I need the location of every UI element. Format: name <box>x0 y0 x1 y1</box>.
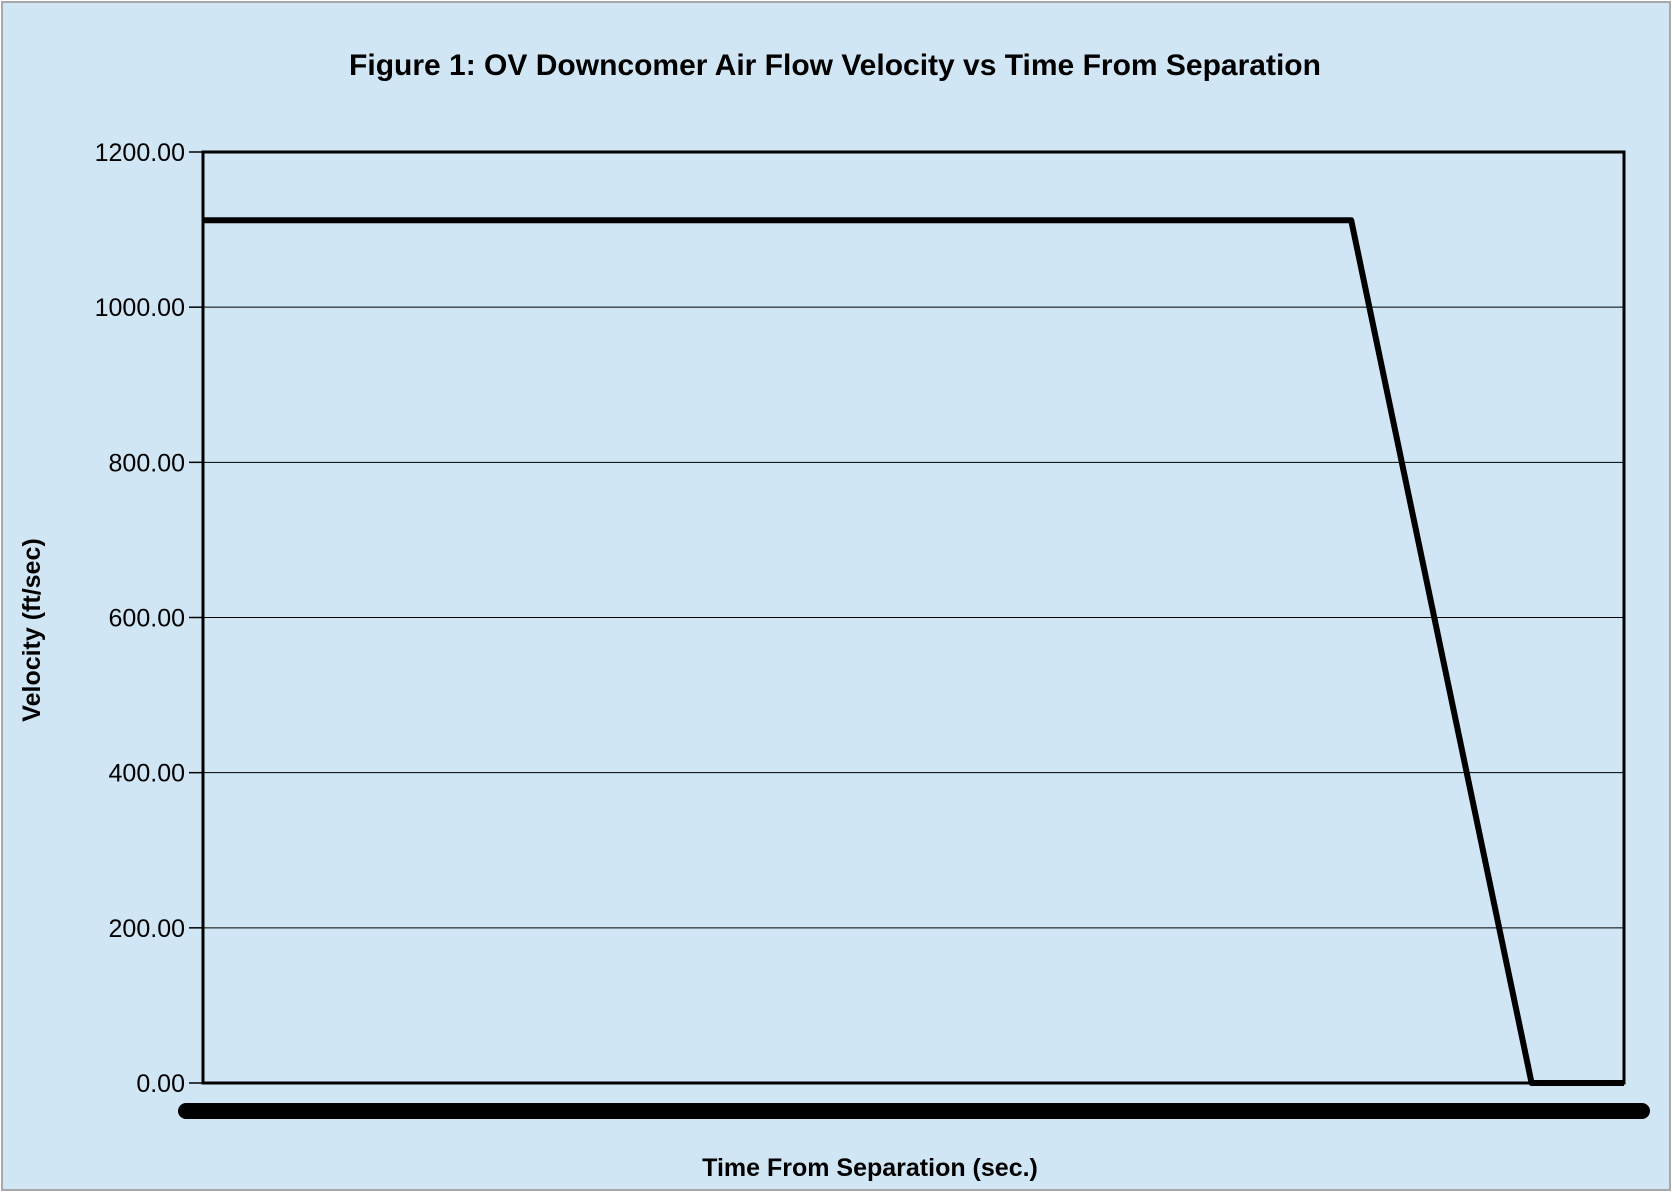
y-tick-label: 0.00 <box>136 1070 185 1098</box>
y-tick-label: 800.00 <box>109 449 185 477</box>
chart-title: Figure 1: OV Downcomer Air Flow Velocity… <box>349 49 1321 82</box>
gridlines <box>203 306 1624 929</box>
y-axis-ticks: 0.00 200.00 400.00 600.00 800.00 1000.00 1200.… <box>95 139 203 1098</box>
plot-area-frame <box>201 150 1626 1085</box>
y-tick-label: 400.00 <box>109 760 185 788</box>
y-tick-label: 600.00 <box>109 605 185 633</box>
y-tick-label: 1200.00 <box>95 139 185 167</box>
y-tick-label: 1000.00 <box>95 294 185 322</box>
x-axis-label: Time From Separation (sec.) <box>702 1154 1038 1182</box>
y-tick-label: 200.00 <box>109 915 185 943</box>
y-axis-label: Velocity (ft/sec) <box>18 538 46 721</box>
